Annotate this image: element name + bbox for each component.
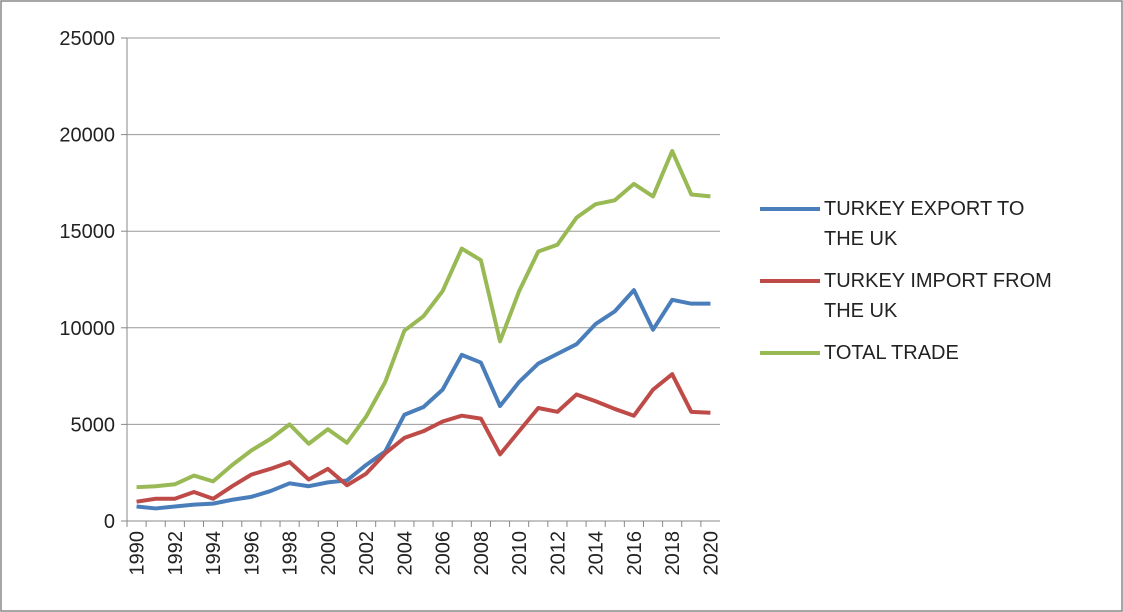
x-tick-label: 2014 <box>586 531 608 576</box>
x-tick-label: 2002 <box>356 531 378 576</box>
legend-swatch <box>760 351 820 355</box>
x-tick-label: 2008 <box>471 531 493 576</box>
x-tick-label: 2010 <box>509 531 531 576</box>
x-tick-label: 1992 <box>165 531 187 576</box>
y-tick-label: 15000 <box>59 221 115 243</box>
series-line <box>136 149 711 490</box>
x-tick-label: 1994 <box>203 531 225 576</box>
x-tick-label: 2016 <box>624 531 646 576</box>
series-line <box>136 372 711 504</box>
y-tick-label: 5000 <box>71 414 116 436</box>
y-tick-label: 25000 <box>59 28 115 50</box>
x-tick-label: 2004 <box>394 531 416 576</box>
y-tick-label: 10000 <box>59 318 115 340</box>
legend: TURKEY EXPORT TO THE UK TURKEY IMPORT FRO… <box>760 194 1060 380</box>
x-tick-label: 2012 <box>547 531 569 576</box>
x-tick-label: 1996 <box>241 531 263 576</box>
legend-label: TOTAL TRADE <box>824 342 959 364</box>
y-tick-label: 0 <box>104 511 115 533</box>
legend-label: TURKEY EXPORT TO THE UK <box>824 198 1025 250</box>
x-tick-label: 2006 <box>433 531 455 576</box>
y-tick-label: 20000 <box>59 125 115 147</box>
legend-item: TOTAL TRADE <box>760 338 1060 368</box>
legend-item: TURKEY EXPORT TO THE UK <box>760 194 1060 254</box>
x-tick-label: 1990 <box>127 531 149 576</box>
x-tick-label: 2000 <box>318 531 340 576</box>
legend-swatch <box>760 279 820 283</box>
x-tick-label: 2020 <box>700 531 722 576</box>
x-tick-label: 2018 <box>662 531 684 576</box>
legend-swatch <box>760 207 820 211</box>
x-tick-label: 1998 <box>280 531 302 576</box>
legend-label: TURKEY IMPORT FROM THE UK <box>824 270 1052 322</box>
legend-item: TURKEY IMPORT FROM THE UK <box>760 266 1060 326</box>
series-line <box>136 288 711 511</box>
